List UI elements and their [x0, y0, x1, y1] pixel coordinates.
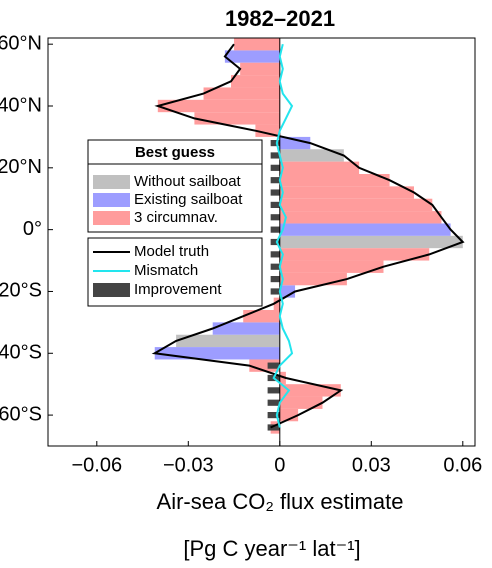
bar	[234, 38, 280, 51]
bar	[270, 164, 280, 171]
bar	[267, 387, 280, 394]
bar	[231, 75, 280, 88]
bar	[270, 276, 280, 283]
bar	[273, 297, 280, 310]
y-tick-label: 60°N	[0, 32, 42, 54]
bar	[279, 198, 433, 212]
legend-label: Improvement	[134, 281, 222, 298]
chart-title: 1982–2021	[225, 6, 335, 31]
plot	[151, 38, 465, 446]
bar	[270, 288, 280, 295]
legend-label: 3 circumnav.	[134, 209, 218, 226]
bar	[279, 272, 347, 286]
legend-label: Without sailboat	[134, 173, 242, 190]
x-tick-label: 0.03	[352, 454, 391, 476]
x-tick-label: −0.06	[71, 454, 122, 476]
bar	[279, 161, 360, 174]
bar	[279, 235, 463, 249]
legend-swatch	[93, 211, 130, 225]
bar	[279, 248, 430, 261]
legend-swatch	[93, 283, 130, 297]
bar	[279, 260, 384, 273]
bar	[270, 189, 280, 196]
legend-label: Mismatch	[134, 262, 198, 279]
y-tick-label: 40°S	[0, 342, 42, 364]
bar	[270, 214, 280, 221]
bar	[154, 347, 280, 360]
bar	[270, 201, 280, 208]
bar	[270, 263, 280, 270]
bar	[267, 399, 280, 406]
legend-title: Best guess	[135, 144, 215, 161]
bar	[176, 334, 280, 348]
legend-swatch	[93, 175, 130, 189]
bar	[279, 149, 344, 162]
bar	[243, 310, 280, 323]
bar	[279, 396, 323, 409]
bar	[279, 211, 442, 224]
line	[151, 43, 465, 429]
x-tick-label: 0	[274, 454, 285, 476]
bar	[267, 362, 280, 369]
bar	[270, 251, 280, 258]
bar	[270, 152, 280, 159]
bar	[279, 174, 390, 187]
bar	[270, 238, 280, 246]
bar	[270, 177, 280, 184]
bar	[212, 322, 280, 335]
y-tick-label: 0°	[23, 218, 42, 240]
legend-swatch	[93, 193, 130, 207]
bar	[194, 112, 280, 125]
bar	[270, 140, 280, 147]
x-tick-label: −0.03	[163, 454, 214, 476]
line	[272, 43, 294, 428]
bar	[240, 62, 280, 76]
bar	[270, 226, 280, 233]
x-axis-label: Air-sea CO₂ flux estimate	[157, 489, 404, 514]
bar	[157, 99, 280, 113]
legend-label: Model truth	[134, 243, 209, 260]
y-tick-label: 60°S	[0, 403, 42, 425]
y-tick-label: 40°N	[0, 94, 42, 116]
bar	[224, 50, 280, 63]
y-tick-label: 20°N	[0, 156, 42, 178]
bar	[267, 412, 280, 419]
bar	[279, 136, 311, 150]
bar	[203, 87, 280, 100]
legend-label: Existing sailboat	[134, 191, 243, 208]
bar	[279, 186, 414, 199]
y-tick-label: 20°S	[0, 280, 42, 302]
bar	[279, 223, 451, 236]
x-tick-label: 0.06	[443, 454, 482, 476]
bar	[267, 424, 280, 431]
x-axis-label: [Pg C year⁻¹ lat⁻¹]	[183, 536, 360, 561]
plot-frame	[47, 37, 476, 447]
